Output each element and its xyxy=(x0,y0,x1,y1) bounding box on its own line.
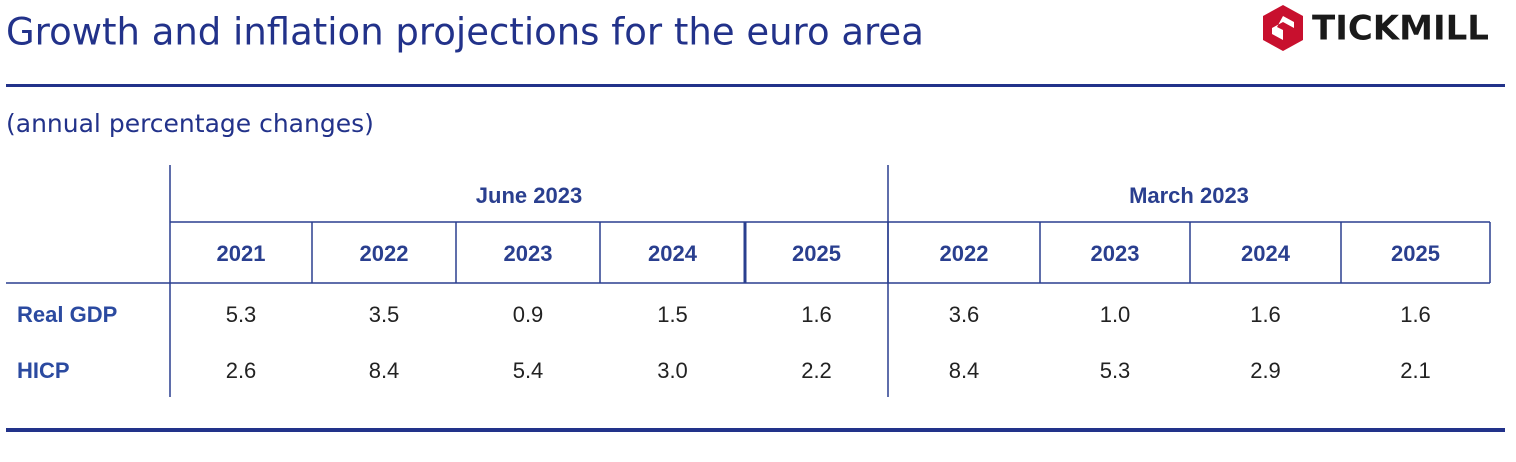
subtitle: (annual percentage changes) xyxy=(6,109,374,138)
row-label: HICP xyxy=(17,358,70,383)
cell: 1.6 xyxy=(1250,302,1281,327)
group-header: March 2023 xyxy=(1129,183,1249,208)
cell: 3.0 xyxy=(657,358,688,383)
column-header: 2025 xyxy=(792,241,841,266)
row-label: Real GDP xyxy=(17,302,117,327)
cell: 2.2 xyxy=(801,358,832,383)
cell: 8.4 xyxy=(949,358,980,383)
cell: 2.6 xyxy=(226,358,257,383)
column-header: 2024 xyxy=(648,241,698,266)
cell: 8.4 xyxy=(369,358,400,383)
cell: 5.4 xyxy=(513,358,544,383)
logo-text: TICKMILL xyxy=(1312,9,1489,49)
table: June 2023 2021 2022 2023 2024 2025 March 2023 2… xyxy=(6,165,1491,397)
cell: 5.3 xyxy=(226,302,257,327)
cell: 1.6 xyxy=(1400,302,1431,327)
group-header: June 2023 xyxy=(476,183,582,208)
bottom-rule xyxy=(6,428,1505,432)
title: Growth and inflation projections for the… xyxy=(6,11,924,54)
top-rule xyxy=(6,84,1505,87)
cell: 2.1 xyxy=(1400,358,1431,383)
cell: 1.5 xyxy=(657,302,688,327)
column-header: 2022 xyxy=(360,241,409,266)
cell: 1.6 xyxy=(801,302,832,327)
cell: 3.6 xyxy=(949,302,980,327)
cell: 1.0 xyxy=(1100,302,1131,327)
column-header: 2022 xyxy=(940,241,989,266)
column-header: 2023 xyxy=(1091,241,1140,266)
logo-icon xyxy=(1263,5,1303,51)
column-header: 2023 xyxy=(504,241,553,266)
cell: 0.9 xyxy=(513,302,544,327)
column-header: 2025 xyxy=(1391,241,1440,266)
cell: 5.3 xyxy=(1100,358,1131,383)
column-header: 2024 xyxy=(1241,241,1291,266)
cell: 3.5 xyxy=(369,302,400,327)
cell: 2.9 xyxy=(1250,358,1281,383)
column-header: 2021 xyxy=(217,241,266,266)
